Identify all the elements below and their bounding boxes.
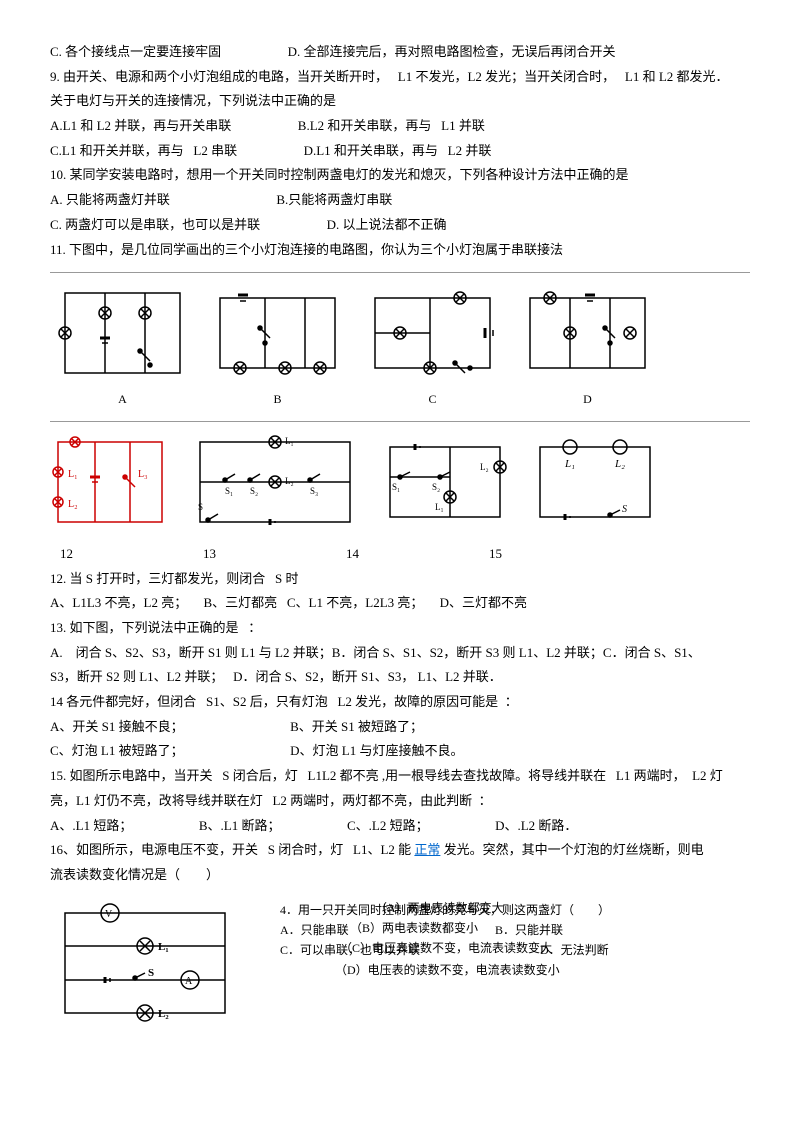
svg-text:L₁: L₁ [68, 469, 78, 480]
svg-text:S₃: S₃ [310, 486, 318, 496]
q10-stem: 10. 某同学安装电路时，想用一个开关同时控制两盏电灯的发光和熄灭，下列各种设计… [50, 163, 750, 188]
q16-row: V L₁ S A L₂ 4．用一只开关同时控制两盏灯的亮与灭，则这两盏灯（ ） … [50, 898, 750, 1028]
q8-c: C. 各个接线点一定要连接牢固 [50, 44, 221, 59]
q15-line2: 亮，L1 灯仍不亮，改将导线并联在灯 L2 两端时，两灯都不亮，由此判断 ： [50, 789, 750, 814]
q8-options: C. 各个接线点一定要连接牢固 D. 全部连接完后，再对照电路图检查，无误后再闭… [50, 40, 750, 65]
row2-circuits: L₁ L₂ L₃ L₁ L₂ S₁ S₂ S₃ S [50, 432, 750, 532]
svg-text:L₁: L₁ [158, 941, 169, 953]
q10-cd: C. 两盏灯可以是串联，也可以是并联 D. 以上说法都不正确 [50, 213, 750, 238]
svg-text:L₁: L₁ [435, 502, 444, 512]
svg-text:L₂: L₂ [614, 458, 625, 470]
svg-text:L₂: L₂ [158, 1008, 169, 1020]
q12-opts: A、L1L3 不亮，L2 亮； B、三灯都亮 C、L1 不亮，L2L3 亮； D… [50, 591, 750, 616]
circuit-14: L₂ L₁ S₁ S₂ [380, 432, 510, 532]
q16-line2: 流表读数变化情况是（ ） [50, 863, 750, 888]
q10-ab: A. 只能将两盏灯并联 B.只能将两盏灯串联 [50, 188, 750, 213]
circuit-12: L₁ L₂ L₃ [50, 432, 170, 532]
svg-text:A: A [185, 976, 193, 987]
svg-text:L₂: L₂ [480, 462, 489, 472]
q9-stem2: 关于电灯与开关的连接情况，下列说法中正确的是 [50, 89, 750, 114]
q12-stem: 12. 当 S 打开时，三灯都发光，则闭合 S 时 [50, 567, 750, 592]
q11-stem: 11. 下图中，是几位同学画出的三个小灯泡连接的电路图，你认为三个小灯泡属于串联… [50, 238, 750, 263]
svg-text:S: S [622, 504, 627, 515]
q16-stem: 16、如图所示，电源电压不变，开关 S 闭合时，灯 L1、L2 能 正常 发光。… [50, 838, 750, 863]
svg-text:S: S [198, 502, 203, 512]
circuit-15: L₁ L₂ S [530, 432, 660, 532]
svg-text:S₂: S₂ [250, 486, 258, 496]
q14-ab: A、开关 S1 接触不良； B、开关 S1 被短路了； [50, 715, 750, 740]
svg-text:L₁: L₁ [564, 458, 575, 470]
svg-text:S: S [148, 967, 154, 979]
q9-stem: 9. 由开关、电源和两个小灯泡组成的电路，当开关断开时， L1 不发光，L2 发… [50, 65, 750, 90]
q15-opts: A、.L1 短路； B、.L1 断路； C、.L2 短路； D、.L2 断路． [50, 814, 750, 839]
q13-a: A. 闭合 S、S2、S3，断开 S1 则 L1 与 L2 并联；B．闭合 S、… [50, 641, 750, 666]
normal-link[interactable]: 正常 [414, 842, 440, 857]
circuit-c: C [365, 283, 500, 411]
circuit-16: V L₁ S A L₂ [50, 898, 240, 1028]
q9-ab: A.L1 和 L2 并联，再与开关串联 B.L2 和开关串联，再与 L1 并联 [50, 114, 750, 139]
q14-stem: 14 各元件都完好，但闭合 S1、S2 后，只有灯泡 L2 发光，故障的原因可能… [50, 690, 750, 715]
q9-cd: C.L1 和开关并联，再与 L2 串联 D.L1 和开关串联，再与 L2 并联 [50, 139, 750, 164]
circuit-a: A [55, 283, 190, 411]
svg-text:S₂: S₂ [432, 482, 440, 492]
svg-text:S₁: S₁ [392, 482, 400, 492]
svg-text:L₁: L₁ [285, 436, 294, 446]
q13-a2: S3，断开 S2 则 L1、L2 并联； D．闭合 S、S2，断开 S1、S3，… [50, 665, 750, 690]
circuit-13: L₁ L₂ S₁ S₂ S₃ S [190, 432, 360, 532]
row2-numbers: 12 13 14 15 [50, 542, 750, 567]
svg-text:S₁: S₁ [225, 486, 233, 496]
svg-text:L₂: L₂ [285, 476, 294, 486]
q13-stem: 13. 如下图，下列说法中正确的是 ： [50, 616, 750, 641]
q15-stem: 15. 如图所示电路中，当开关 S 闭合后，灯 L1L2 都不亮 ,用一根导线去… [50, 764, 750, 789]
svg-text:V: V [105, 909, 113, 920]
svg-text:L₂: L₂ [68, 499, 78, 510]
circuit-d: D [520, 283, 655, 411]
q11-circuits: A B [50, 272, 750, 422]
circuit-b: B [210, 283, 345, 411]
q14-cd: C、灯泡 L1 被短路了； D、灯泡 L1 与灯座接触不良。 [50, 739, 750, 764]
svg-text:L₃: L₃ [138, 469, 148, 480]
q8-d: D. 全部连接完后，再对照电路图检查，无误后再闭合开关 [288, 44, 616, 59]
q16-right-text: 4．用一只开关同时控制两盏灯的亮与灭，则这两盏灯（ ） （A）两电表读数都变大 … [280, 898, 750, 1028]
